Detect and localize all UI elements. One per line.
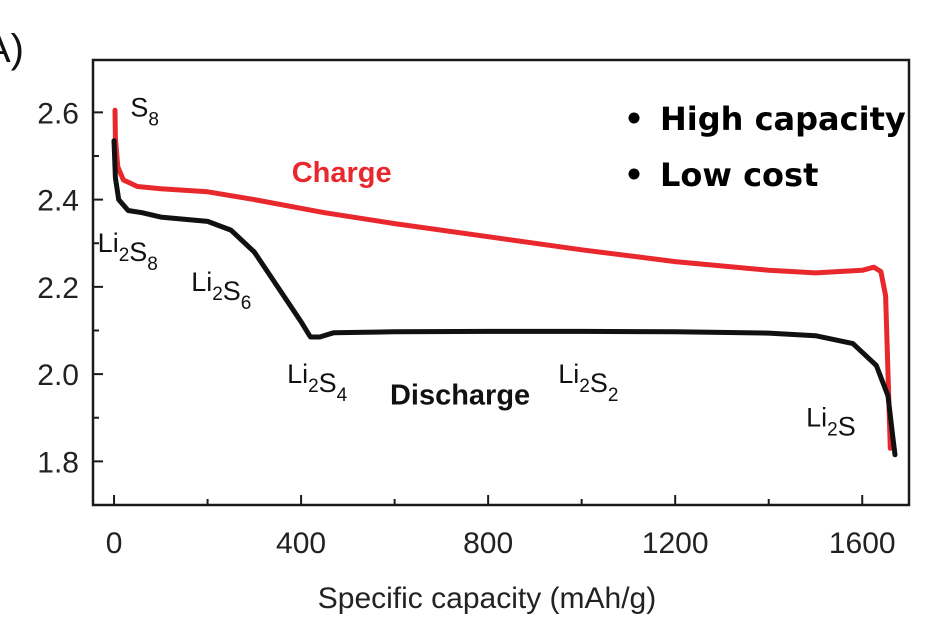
- curve-labels: Charge Discharge: [292, 157, 530, 412]
- species-label-li2s6: Li2S6: [191, 267, 251, 314]
- y-tick-label: 1.8: [37, 446, 79, 479]
- bullet-low-cost: Low cost: [660, 156, 818, 194]
- x-tick-label: 800: [463, 527, 513, 560]
- feature-bullets: High capacity Low cost: [628, 100, 906, 194]
- x-tick-label: 1600: [829, 527, 896, 560]
- species-label-li2s4: Li2S4: [287, 359, 348, 406]
- y-tick-label: 2.2: [37, 272, 79, 305]
- species-annotations: S8 Li2S8 Li2S6 Li2S4 Li2S2 Li2S: [98, 93, 856, 442]
- discharge-curve: [111, 138, 898, 458]
- charge-label: Charge: [292, 157, 392, 189]
- bullet-dot: [628, 112, 640, 124]
- species-label-li2s8: Li2S8: [98, 228, 158, 275]
- panel-label: A): [0, 27, 24, 71]
- plot-frame: [91, 58, 911, 507]
- bullet-dot: [628, 168, 640, 180]
- species-label-li2s: Li2S: [806, 402, 856, 441]
- species-label-li2s2: Li2S2: [558, 359, 618, 406]
- x-tick-label: 400: [276, 527, 326, 560]
- bullet-high-capacity: High capacity: [660, 100, 906, 138]
- axis-tick-labels: 0 400 800 1200 1600 1.8 2.0 2.2 2.4 2.6: [37, 97, 895, 560]
- x-tick-label: 0: [106, 527, 123, 560]
- y-tick-label: 2.0: [37, 359, 79, 392]
- axis-ticks: [93, 111, 864, 505]
- y-tick-label: 2.6: [37, 97, 79, 130]
- species-label-s8: S8: [130, 93, 159, 131]
- y-tick-label: 2.4: [37, 185, 79, 218]
- charge-curve: [112, 107, 893, 451]
- x-tick-label: 1200: [642, 527, 709, 560]
- series-lines: [111, 107, 898, 458]
- x-axis-title: Specific capacity (mAh/g): [318, 582, 656, 615]
- discharge-label: Discharge: [390, 380, 530, 412]
